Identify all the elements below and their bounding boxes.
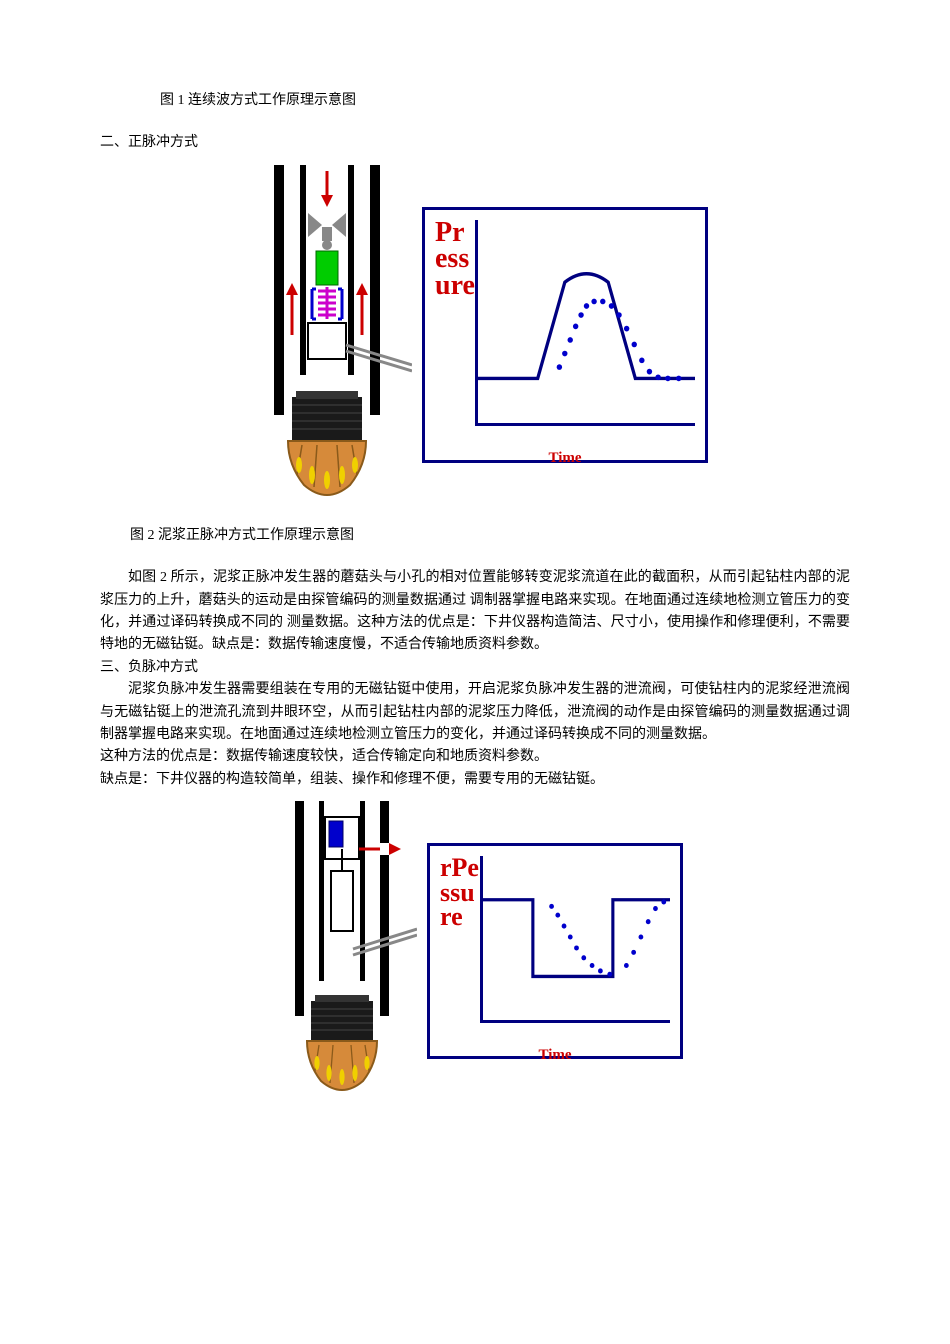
chart-ylabel: Pressure [435,220,475,437]
positive-pulse-tool-diagram [242,165,412,505]
negative-pulse-chart: rPessure [427,843,683,1059]
chart-xlabel: Time [425,446,705,476]
para3b: 这种方法的优点是：数据传输速度较快，适合传输定向和地质资料参数。 [100,746,850,768]
para2: 如图 2 所示，泥浆正脉冲发生器的蘑菇头与小孔的相对位置能够转变泥浆流道在此的截… [100,567,850,657]
negative-pulse-tool-diagram [267,801,417,1101]
para3a: 泥浆负脉冲发生器需要组装在专用的无磁钻铤中使用，开启泥浆负脉冲发生器的泄流阀，可… [100,679,850,746]
chart-xlabel: Time [430,1043,680,1073]
figure-3: rPessure [100,801,850,1101]
chart-ylabel: rPessure [440,856,480,1033]
figure-2: Pressure [100,165,850,505]
fig1-caption: 图 1 连续波方式工作原理示意图 [160,90,850,112]
para3c: 缺点是：下井仪器的构造较简单，组装、操作和修理不便，需要专用的无磁钻铤。 [100,769,850,791]
section2-title: 二、正脉冲方式 [100,132,850,154]
section3-title: 三、负脉冲方式 [100,657,850,679]
positive-pulse-chart: Pressure [422,207,708,463]
fig2-caption: 图 2 泥浆正脉冲方式工作原理示意图 [130,525,850,547]
